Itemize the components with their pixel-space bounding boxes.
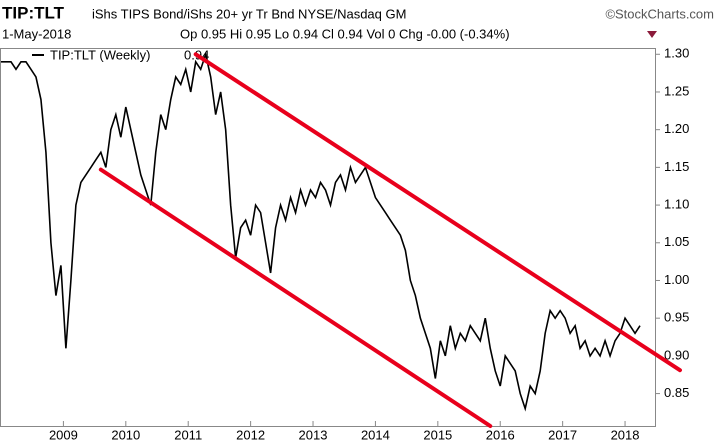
down-arrow bbox=[647, 31, 657, 38]
date: 1-May-2018 bbox=[2, 26, 71, 41]
y-tick-label: 1.25 bbox=[664, 83, 689, 98]
chart-subtitle: iShs TIPS Bond/iShs 20+ yr Tr Bnd NYSE/N… bbox=[92, 6, 406, 21]
source: ©StockCharts.com bbox=[605, 6, 714, 21]
x-tick-label: 2018 bbox=[611, 427, 640, 442]
x-tick-label: 2011 bbox=[174, 427, 202, 442]
y-tick-label: 1.00 bbox=[664, 272, 689, 287]
x-tick-label: 2010 bbox=[111, 427, 140, 442]
x-tick-label: 2015 bbox=[423, 427, 452, 442]
y-tick-label: 1.10 bbox=[664, 197, 689, 212]
y-tick-label: 1.05 bbox=[664, 234, 689, 249]
trendline bbox=[98, 167, 493, 428]
x-tick-label: 2016 bbox=[486, 427, 515, 442]
y-tick-label: 1.30 bbox=[664, 46, 689, 61]
legend-label: TIP:TLT (Weekly) bbox=[50, 47, 150, 62]
trendline bbox=[193, 52, 682, 373]
x-tick-label: 2017 bbox=[548, 427, 577, 442]
x-tick-label: 2014 bbox=[361, 427, 390, 442]
x-tick-label: 2009 bbox=[49, 427, 78, 442]
quote: Op 0.95 Hi 0.95 Lo 0.94 Cl 0.94 Vol 0 Ch… bbox=[180, 26, 510, 41]
price-line bbox=[1, 51, 641, 412]
y-tick-label: 0.90 bbox=[664, 347, 689, 362]
chart-title: TIP:TLT bbox=[2, 3, 65, 22]
x-tick-label: 2012 bbox=[236, 427, 265, 442]
y-tick-label: 0.95 bbox=[664, 310, 689, 325]
x-tick-label: 2013 bbox=[299, 427, 328, 442]
y-tick-label: 1.20 bbox=[664, 121, 689, 136]
plot-frame bbox=[0, 48, 656, 427]
y-tick-label: 1.15 bbox=[664, 159, 689, 174]
y-tick-label: 0.85 bbox=[664, 385, 689, 400]
